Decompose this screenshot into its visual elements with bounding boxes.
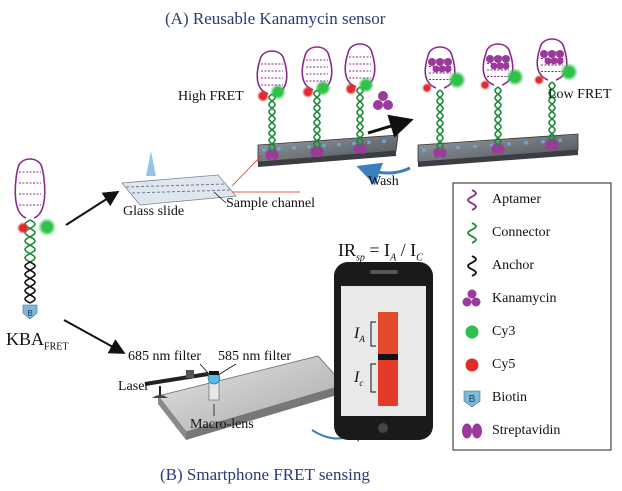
- label-low-fret: Low FRET: [548, 87, 612, 102]
- legend-label: Anchor: [492, 258, 534, 273]
- glass-slide: [121, 151, 237, 206]
- cy3-icon: [465, 325, 479, 339]
- legend-label: Aptamer: [492, 192, 541, 207]
- legend-label: Cy5: [492, 357, 516, 372]
- cy5-icon: [465, 358, 479, 372]
- formula-a-sub: A: [390, 252, 397, 264]
- label-macro-lens: Macro-lens: [190, 417, 254, 432]
- pointer-685: [199, 363, 211, 376]
- arrow-to-phone: [63, 319, 126, 354]
- phone-ia-main: I: [354, 325, 360, 342]
- legend-label: Streptavidin: [492, 423, 561, 438]
- kanamycin-icon: [462, 289, 481, 307]
- arrow-to-slide: [65, 190, 120, 226]
- connector-icon: [467, 222, 477, 244]
- band-ia: [378, 312, 398, 354]
- kba-strand: [14, 158, 56, 304]
- phone-ic-sub: c: [359, 378, 364, 389]
- kanamycin-free: [373, 91, 393, 110]
- phone-ic-main: I: [354, 369, 360, 386]
- phone-ia-label: IA: [354, 326, 365, 344]
- aptamer-icon: [467, 189, 477, 211]
- label-kba: KBAFRET: [6, 330, 68, 353]
- biotin-icon: B: [463, 390, 481, 408]
- kba-biotin-letter: B: [27, 309, 32, 318]
- legend-label: Cy3: [492, 324, 516, 339]
- anchor-icon: [467, 255, 477, 277]
- zoom-line: [231, 154, 263, 187]
- title-b: (B) Smartphone FRET sensing: [160, 465, 370, 484]
- label-high-fret: High FRET: [178, 89, 244, 104]
- title-a: (A) Reusable Kanamycin sensor: [165, 9, 386, 28]
- label-laser: Laser: [118, 379, 150, 394]
- phone-holder-stage: [157, 355, 345, 440]
- strands-low-fret: [422, 38, 578, 158]
- legend-label: Kanamycin: [492, 291, 557, 306]
- smartphone: [334, 262, 433, 440]
- legend-biotin-letter: B: [469, 394, 476, 405]
- label-glass-slide: Glass slide: [123, 204, 185, 219]
- label-kba-main: KBA: [6, 329, 45, 349]
- formula-lhs: IR: [338, 240, 356, 260]
- streptavidin-icon: [462, 423, 482, 439]
- legend-box: [452, 182, 612, 451]
- formula-slash: / I: [396, 240, 417, 260]
- phone-ic-label: Ic: [354, 370, 363, 388]
- phone-ia-sub: A: [359, 334, 365, 345]
- wash-arrow: [356, 162, 411, 186]
- kba-biotin: B: [22, 304, 38, 320]
- band-ic: [378, 360, 398, 406]
- label-585-filter: 585 nm filter: [218, 349, 292, 364]
- channel-pointer: [213, 191, 227, 204]
- legend-icons: B: [462, 189, 482, 439]
- pointer-585: [217, 363, 237, 376]
- formula-c-sub: C: [416, 252, 423, 264]
- formula-irsp: IRsp = IA / IC: [338, 241, 423, 264]
- arrow-binding: [367, 114, 414, 138]
- label-kba-sub: FRET: [44, 341, 69, 353]
- macro-lens-device: [207, 371, 221, 401]
- strands-high-fret: [256, 43, 376, 160]
- formula-lhs-sub: sp: [356, 252, 365, 264]
- label-685-filter: 685 nm filter: [128, 349, 202, 364]
- formula-eq: = I: [364, 240, 391, 260]
- label-sample-channel: Sample channel: [226, 196, 316, 211]
- legend-label: Connector: [492, 225, 551, 240]
- legend-label: Biotin: [492, 390, 528, 405]
- slide-high-fret: [257, 134, 399, 167]
- label-wash: Wash: [368, 174, 399, 189]
